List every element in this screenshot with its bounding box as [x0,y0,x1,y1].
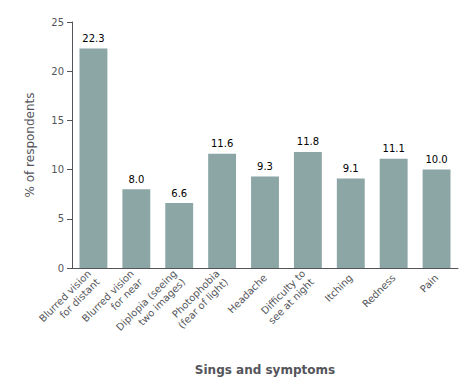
svg-text:20: 20 [51,66,64,77]
svg-text:for near: for near [108,276,145,313]
svg-text:8.0: 8.0 [128,174,144,185]
svg-text:for distant: for distant [57,276,102,321]
svg-text:Blurred vision: Blurred vision [79,267,136,325]
svg-text:11.1: 11.1 [383,143,405,154]
svg-text:Sings and symptoms: Sings and symptoms [195,363,335,377]
svg-text:Pain: Pain [418,272,440,294]
svg-text:two images): two images) [136,276,188,328]
svg-text:Redness: Redness [360,272,397,309]
svg-text:Blurred vision: Blurred vision [36,267,94,325]
svg-text:% of respondents: % of respondents [23,92,37,197]
svg-text:15: 15 [51,115,64,126]
svg-text:11.8: 11.8 [297,136,319,147]
svg-text:9.3: 9.3 [257,161,273,172]
svg-text:11.6: 11.6 [211,138,233,149]
svg-text:Itching: Itching [323,272,355,304]
svg-text:6.6: 6.6 [171,188,187,199]
svg-text:22.3: 22.3 [82,33,104,44]
svg-text:see at night: see at night [266,276,316,326]
svg-text:10.0: 10.0 [425,154,447,165]
svg-text:Diplopia (seeing: Diplopia (seeing [113,267,179,333]
svg-text:9.1: 9.1 [343,163,359,174]
svg-text:5: 5 [58,213,64,224]
svg-text:Photophobia: Photophobia [169,267,222,320]
svg-text:Headache: Headache [225,272,269,316]
svg-text:10: 10 [51,164,64,175]
svg-text:0: 0 [58,263,64,274]
svg-text:25: 25 [51,17,64,28]
svg-text:Difficulty to: Difficulty to [258,267,308,317]
svg-text:(fear of light): (fear of light) [176,276,230,330]
